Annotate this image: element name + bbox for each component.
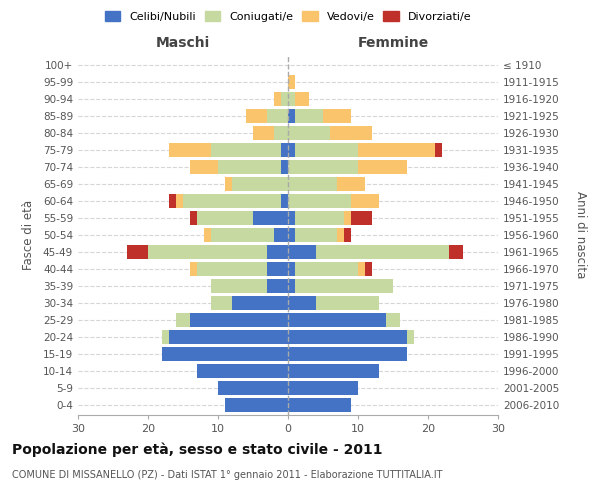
Bar [190, 262, 197, 276]
Bar [232, 296, 288, 310]
Bar [288, 109, 295, 123]
Bar [274, 126, 288, 140]
Bar [190, 160, 218, 174]
Bar [288, 279, 295, 293]
Bar [267, 109, 288, 123]
Bar [358, 143, 435, 157]
Bar [288, 160, 358, 174]
Bar [190, 211, 197, 225]
Bar [267, 279, 288, 293]
Bar [288, 143, 295, 157]
Bar [274, 92, 281, 106]
Bar [365, 262, 372, 276]
Bar [288, 75, 295, 89]
Bar [211, 228, 274, 242]
Bar [386, 313, 400, 327]
Bar [295, 211, 344, 225]
Bar [358, 262, 365, 276]
Bar [288, 228, 295, 242]
Bar [211, 279, 267, 293]
Text: Femmine: Femmine [358, 36, 428, 50]
Bar [295, 228, 337, 242]
Bar [288, 245, 316, 259]
Bar [344, 211, 351, 225]
Bar [358, 160, 407, 174]
Bar [281, 160, 288, 174]
Bar [435, 143, 442, 157]
Bar [295, 109, 323, 123]
Bar [211, 296, 232, 310]
Bar [197, 364, 288, 378]
Bar [407, 330, 414, 344]
Bar [316, 296, 379, 310]
Bar [225, 398, 288, 412]
Bar [351, 194, 379, 208]
Bar [148, 245, 267, 259]
Bar [197, 211, 253, 225]
Bar [288, 177, 337, 191]
Bar [449, 245, 463, 259]
Y-axis label: Anni di nascita: Anni di nascita [574, 192, 587, 278]
Y-axis label: Fasce di età: Fasce di età [22, 200, 35, 270]
Bar [288, 211, 295, 225]
Bar [288, 364, 379, 378]
Bar [295, 262, 358, 276]
Bar [288, 398, 351, 412]
Legend: Celibi/Nubili, Coniugati/e, Vedovi/e, Divorziati/e: Celibi/Nubili, Coniugati/e, Vedovi/e, Di… [101, 8, 475, 25]
Bar [316, 245, 449, 259]
Bar [281, 194, 288, 208]
Bar [295, 143, 358, 157]
Bar [162, 347, 288, 361]
Bar [288, 92, 295, 106]
Bar [183, 194, 281, 208]
Bar [323, 109, 351, 123]
Bar [288, 126, 330, 140]
Bar [176, 194, 183, 208]
Bar [127, 245, 148, 259]
Text: Popolazione per età, sesso e stato civile - 2011: Popolazione per età, sesso e stato civil… [12, 442, 383, 457]
Bar [344, 228, 351, 242]
Text: COMUNE DI MISSANELLO (PZ) - Dati ISTAT 1° gennaio 2011 - Elaborazione TUTTITALIA: COMUNE DI MISSANELLO (PZ) - Dati ISTAT 1… [12, 470, 443, 480]
Bar [288, 194, 351, 208]
Bar [218, 381, 288, 395]
Bar [197, 262, 267, 276]
Bar [169, 194, 176, 208]
Bar [169, 330, 288, 344]
Bar [295, 92, 309, 106]
Bar [267, 262, 288, 276]
Bar [246, 109, 267, 123]
Bar [288, 296, 316, 310]
Bar [295, 279, 393, 293]
Bar [225, 177, 232, 191]
Bar [218, 160, 281, 174]
Bar [330, 126, 372, 140]
Bar [190, 313, 288, 327]
Bar [288, 262, 295, 276]
Bar [211, 143, 281, 157]
Bar [288, 381, 358, 395]
Bar [253, 126, 274, 140]
Bar [204, 228, 211, 242]
Bar [288, 330, 407, 344]
Bar [232, 177, 288, 191]
Bar [162, 330, 169, 344]
Bar [267, 245, 288, 259]
Text: Maschi: Maschi [156, 36, 210, 50]
Bar [337, 228, 344, 242]
Bar [288, 313, 386, 327]
Bar [274, 228, 288, 242]
Bar [351, 211, 372, 225]
Bar [337, 177, 365, 191]
Bar [176, 313, 190, 327]
Bar [169, 143, 211, 157]
Bar [253, 211, 288, 225]
Bar [281, 143, 288, 157]
Bar [288, 347, 407, 361]
Bar [281, 92, 288, 106]
